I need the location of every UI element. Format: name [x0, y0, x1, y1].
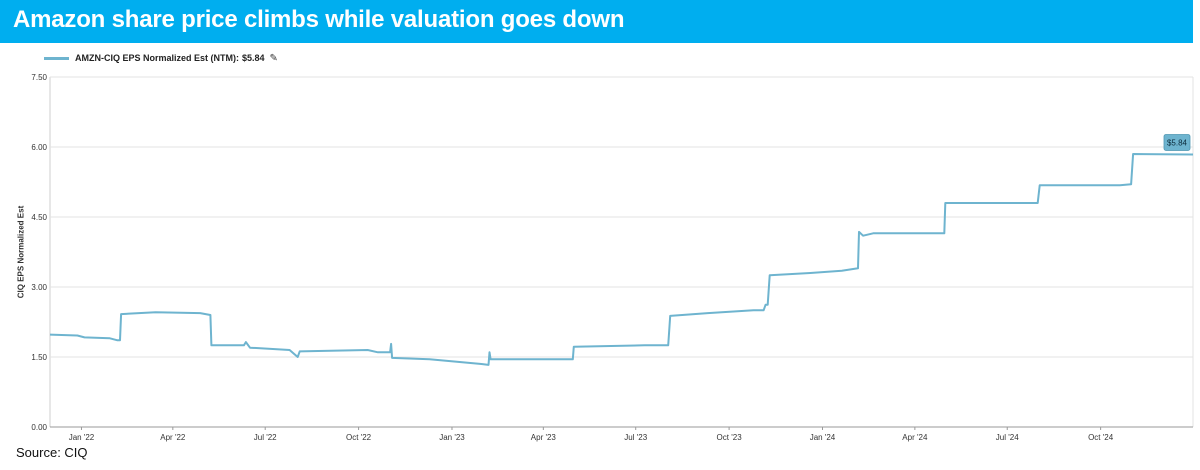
end-value-badge-box — [1163, 134, 1191, 151]
end-value-badge: $5.84 — [1163, 134, 1191, 151]
y-tick-label: 0.00 — [31, 423, 47, 432]
x-tick-label: Jul '24 — [996, 433, 1019, 442]
series-layer — [49, 153, 1194, 366]
end-value-badge-label: $5.84 — [1167, 138, 1188, 147]
x-tick-label: Oct '22 — [346, 433, 372, 442]
legend-swatch — [44, 56, 69, 60]
y-tick-label: 3.00 — [31, 283, 47, 292]
x-tick-label: Oct '24 — [1088, 433, 1114, 442]
source-note: Source: CIQ — [16, 445, 88, 460]
y-tick-label: 7.50 — [31, 73, 47, 82]
y-tick-label: 1.50 — [31, 353, 47, 362]
x-tick-label: Apr '24 — [902, 433, 928, 442]
chart-legend[interactable]: AMZN-CIQ EPS Normalized Est (NTM): $5.84… — [44, 52, 278, 64]
legend-series-value: $5.84 — [242, 53, 265, 63]
legend-series-label: AMZN-CIQ EPS Normalized Est (NTM): — [75, 53, 240, 63]
y-tick-labels: 0.00 1.50 3.00 4.50 6.00 7.50 — [31, 73, 47, 432]
x-tick-label: Jan '23 — [439, 433, 465, 442]
series-line — [49, 153, 1194, 366]
x-tick-label: Jul '23 — [624, 433, 647, 442]
grid-lines — [49, 76, 1194, 428]
y-tick-label: 6.00 — [31, 143, 47, 152]
x-tick-label: Apr '22 — [160, 433, 186, 442]
x-tick-label: Apr '23 — [531, 433, 557, 442]
x-tick-label: Jul '22 — [254, 433, 277, 442]
x-tick-label: Jan '22 — [69, 433, 95, 442]
x-tick-label: Oct '23 — [717, 433, 743, 442]
x-tick-labels: Jan '22 Apr '22 Jul '22 Oct '22 Jan '23 Apr '… — [69, 427, 1114, 442]
page-title: Amazon share price climbs while valuatio… — [13, 6, 625, 33]
title-banner: Amazon share price climbs while valuatio… — [0, 0, 1193, 43]
x-tick-label: Jan '24 — [810, 433, 836, 442]
pencil-icon[interactable]: ✎ — [269, 52, 278, 64]
y-tick-label: 4.50 — [31, 213, 47, 222]
